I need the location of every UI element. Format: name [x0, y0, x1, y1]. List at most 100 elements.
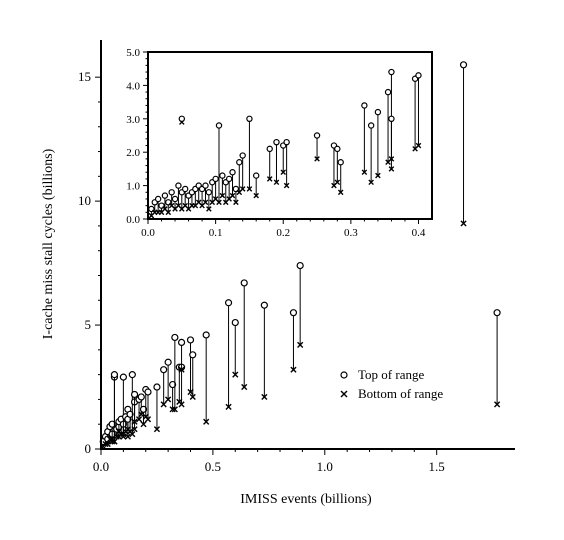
main-bottom-marker-22: [135, 416, 143, 423]
inset-top-marker-30: [252, 172, 260, 179]
inset-plot: 0.0 0.1 0.2 0.3 0.4 0.0 1.0 2.0 3.0 4.0 5.0: [126, 47, 433, 239]
main-top-marker-30: [169, 380, 177, 389]
inset-top-marker-32: [273, 138, 280, 146]
inset-bottom-marker-40: [368, 179, 374, 186]
inset-top-marker-22: [219, 172, 226, 179]
main-top-marker-28: [160, 366, 168, 374]
main-top-marker-38: [224, 299, 233, 307]
inset-top-marker-18: [205, 189, 213, 196]
main-y-tick-label-3: 15: [78, 69, 91, 84]
inset-y-tick-label-4: 4.0: [126, 80, 140, 92]
main-bottom-marker-9: [113, 433, 120, 440]
main-bottom-marker-45-stroke-b: [494, 401, 501, 408]
inset-bottom-marker-8-stroke-b: [175, 202, 182, 209]
legend: Top of range Bottom of range: [340, 367, 443, 401]
inset-data-marks: [148, 68, 422, 219]
inset-y-tick-label-0: 0.0: [126, 214, 140, 226]
inset-bottom-marker-29-stroke-b: [246, 186, 253, 192]
main-bottom-marker-41-stroke-b: [261, 393, 268, 401]
inset-bottom-marker-21-stroke-b: [216, 199, 222, 206]
inset-bottom-marker-28: [239, 186, 246, 192]
main-bottom-marker-42-stroke-b: [290, 366, 297, 373]
main-bottom-marker-33: [178, 401, 185, 408]
main-top-marker-31: [171, 333, 179, 342]
main-bottom-marker-35-stroke-b: [187, 388, 194, 396]
main-bottom-marker-8: [111, 438, 118, 445]
main-bottom-marker-36-stroke-b: [189, 393, 196, 401]
main-top-marker-19: [128, 371, 136, 379]
main-bottom-marker-19-stroke-b: [129, 431, 136, 438]
main-top-marker-21: [130, 390, 139, 399]
inset-bottom-marker-25: [229, 192, 236, 199]
inset-top-marker-27: [236, 159, 243, 166]
inset-top-marker-31: [266, 145, 273, 153]
main-bottom-marker-45: [494, 401, 501, 408]
main-top-marker-14: [119, 373, 127, 381]
inset-top-marker-46: [415, 72, 422, 79]
main-bottom-marker-43-stroke-b: [297, 341, 304, 348]
main-top-marker-26: [144, 388, 152, 396]
inset-bottom-marker-11-stroke-b: [182, 202, 188, 209]
inset-bottom-marker-17: [202, 199, 209, 206]
main-top-marker-35: [186, 336, 195, 344]
inset-bottom-marker-38-stroke-b: [337, 189, 344, 196]
y-axis-title: I-cache miss stall cycles (billions): [41, 148, 56, 339]
inset-bottom-marker-34: [283, 182, 290, 189]
main-bottom-marker-3: [104, 440, 111, 448]
main-bottom-marker-29-stroke-b: [165, 396, 172, 403]
main-bottom-marker-9-stroke-b: [113, 433, 120, 440]
inset-bottom-marker-35: [314, 156, 320, 162]
inset-top-marker-7: [171, 195, 179, 203]
main-bottom-marker-38: [225, 403, 232, 410]
inset-top-marker-4: [161, 192, 169, 199]
main-bottom-marker-26: [144, 416, 152, 423]
main-bottom-marker-35: [187, 388, 194, 396]
main-bottom-marker-37: [203, 418, 210, 425]
main-bottom-marker-26-stroke-b: [144, 416, 152, 423]
main-top-marker-29: [164, 358, 172, 366]
main-bottom-marker-34-stroke-b: [178, 366, 185, 373]
inset-top-marker-29: [246, 115, 253, 123]
inset-y-tick-label-1: 1.0: [126, 181, 140, 193]
inset-bottom-marker-41-stroke-b: [375, 172, 381, 179]
main-bottom-marker-38-stroke-b: [225, 403, 232, 410]
main-bottom-marker-8-stroke-b: [111, 438, 118, 445]
inset-bottom-marker-26: [233, 199, 239, 206]
main-bottom-marker-17: [124, 433, 131, 440]
main-bottom-marker-21-stroke-b: [131, 426, 138, 433]
main-bottom-marker-30: [169, 406, 176, 413]
main-top-marker-43: [296, 261, 304, 270]
main-bottom-marker-44-stroke-b: [460, 220, 467, 227]
main-bottom-marker-39: [232, 371, 239, 378]
main-bottom-marker-39-stroke-b: [232, 371, 239, 378]
inset-top-marker-20: [212, 175, 219, 183]
main-bottom-marker-27: [153, 426, 161, 433]
inset-top-marker-8: [175, 182, 182, 189]
inset-top-marker-28: [239, 152, 246, 159]
inset-x-tick-label-1: 0.1: [209, 227, 223, 239]
main-bottom-marker-27-stroke-b: [153, 426, 161, 433]
inset-bottom-marker-37: [334, 179, 341, 186]
main-top-marker-27: [153, 383, 161, 391]
inset-top-marker-37: [334, 145, 341, 153]
inset-top-marker-21: [215, 122, 223, 129]
inset-bottom-marker-32: [273, 179, 280, 186]
main-y-tick-label-0: 0: [85, 441, 92, 456]
inset-top-marker-39: [361, 102, 368, 109]
inset-bottom-marker-26-stroke-b: [233, 199, 239, 206]
inset-bottom-marker-6-stroke-b: [168, 202, 175, 209]
main-top-marker-6: [108, 420, 116, 428]
main-bottom-marker-36: [189, 393, 196, 401]
inset-top-marker-43: [388, 68, 395, 76]
inset-bottom-marker-31: [266, 176, 273, 182]
inset-bottom-marker-30-stroke-b: [253, 192, 259, 199]
inset-bottom-marker-20-stroke-b: [212, 196, 219, 202]
inset-bottom-marker-29: [246, 186, 253, 192]
inset-bottom-marker-22: [219, 192, 226, 199]
main-bottom-marker-40-stroke-b: [241, 383, 248, 391]
legend-marker-top: [340, 371, 348, 379]
x-axis-title: IMISS events (billions): [240, 492, 372, 507]
main-x-tick-label-0: 0.0: [93, 459, 109, 474]
main-top-marker-36: [189, 351, 197, 359]
inset-bottom-marker-31-stroke-b: [266, 176, 273, 182]
